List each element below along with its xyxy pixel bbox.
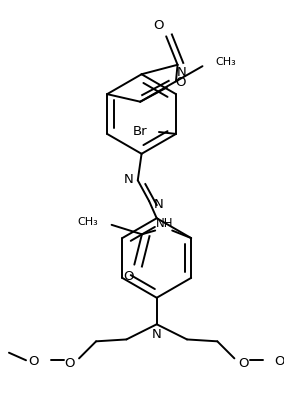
Text: O: O — [124, 270, 134, 283]
Text: O: O — [28, 354, 39, 367]
Text: O: O — [64, 356, 75, 369]
Text: N: N — [124, 173, 133, 185]
Text: O: O — [153, 20, 164, 32]
Text: N: N — [177, 66, 187, 79]
Text: N: N — [152, 328, 162, 340]
Text: O: O — [275, 354, 284, 367]
Text: CH₃: CH₃ — [216, 56, 237, 66]
Text: O: O — [239, 356, 249, 369]
Text: NH: NH — [156, 217, 174, 230]
Text: N: N — [154, 197, 164, 210]
Text: CH₃: CH₃ — [78, 216, 98, 227]
Text: O: O — [175, 76, 185, 89]
Text: Br: Br — [133, 124, 148, 137]
